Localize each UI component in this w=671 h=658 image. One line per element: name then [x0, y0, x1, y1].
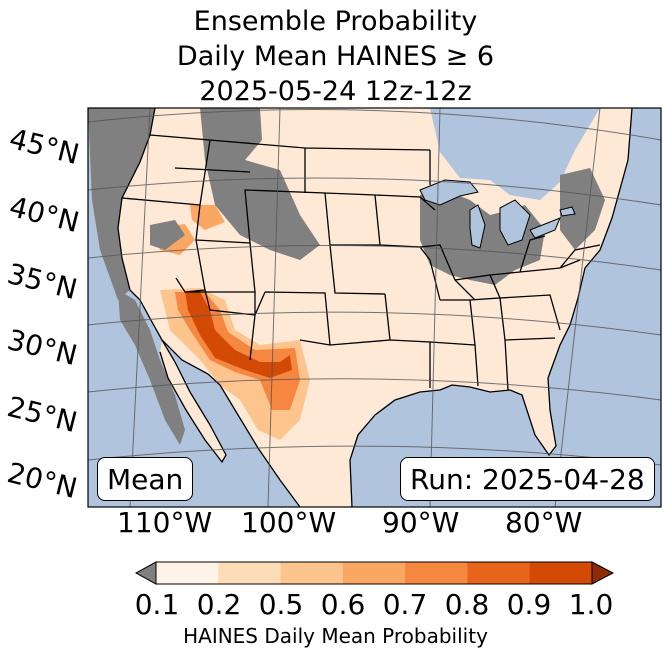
colorbar-tick: 0.2	[196, 588, 242, 621]
colorbar-bin	[156, 562, 219, 584]
prob-region-southwest-high	[185, 292, 292, 378]
gray-patch-northeast	[560, 168, 605, 250]
colorbar-under-arrow	[134, 561, 157, 585]
title-line-2: Daily Mean HAINES ≥ 6	[176, 41, 495, 72]
gray-patch-rockies	[200, 108, 320, 260]
lon-label-80: 80°W	[505, 506, 583, 539]
colorbar-bin	[529, 562, 593, 584]
gray-patch-southwest-coast	[118, 290, 185, 445]
title-line-3: 2025-05-24 12z-12z	[199, 76, 472, 107]
colorbar-tick: 1.0	[568, 588, 614, 621]
colorbar-bin	[467, 562, 531, 584]
colorbar-tick: 0.8	[444, 588, 490, 621]
colorbar-over-arrow	[591, 561, 615, 585]
colorbar-tick: 0.1	[134, 588, 180, 621]
great-lakes	[419, 179, 576, 249]
map-frame	[87, 107, 662, 508]
title-line-1: Ensemble Probability	[193, 6, 478, 37]
colorbar-tick: 0.5	[258, 588, 304, 621]
west-coast-gray	[88, 108, 155, 300]
colorbar-tick: 0.9	[506, 588, 552, 621]
state-borders	[121, 134, 601, 391]
lon-label-110: 110°W	[117, 506, 213, 539]
run-label-box: Run: 2025-04-28	[400, 457, 655, 501]
colorbar-frame	[155, 561, 593, 585]
lon-label-100: 100°W	[241, 506, 337, 539]
colorbar-bin	[218, 562, 282, 584]
colorbar-bin	[405, 562, 468, 584]
colorbar-bin	[280, 562, 344, 584]
graticule	[88, 108, 661, 507]
stat-label-box: Mean	[97, 457, 194, 501]
gray-patch-nevada	[150, 220, 185, 250]
colorbar-label: HAINES Daily Mean Probability	[183, 624, 488, 648]
colorbar-bin	[342, 562, 406, 584]
baja-peninsula	[160, 340, 226, 462]
lon-label-90: 90°W	[382, 506, 460, 539]
colorbar-tick: 0.7	[382, 588, 428, 621]
colorbar-tick: 0.6	[320, 588, 366, 621]
